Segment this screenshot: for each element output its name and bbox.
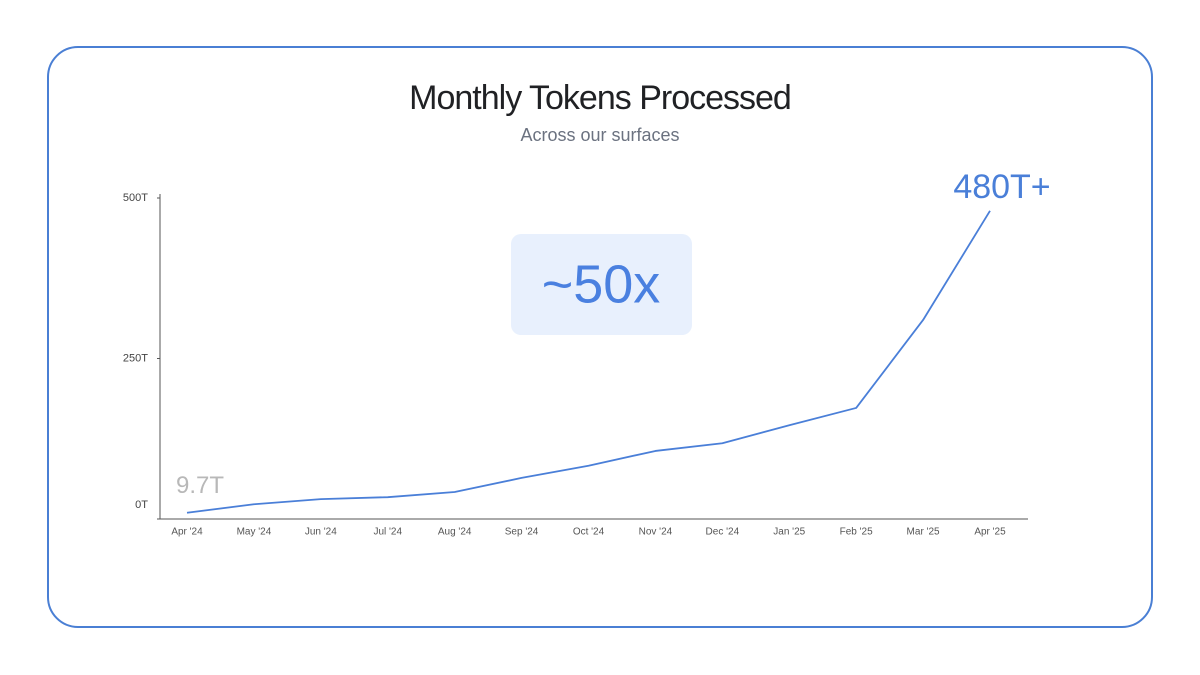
- annotation-box: [511, 234, 692, 335]
- value-label: 480T+: [953, 168, 1050, 206]
- y-tick-label: 500T: [123, 192, 148, 204]
- chart-title: Monthly Tokens Processed: [409, 79, 791, 117]
- x-tick-label: Apr '24: [171, 527, 203, 538]
- chart-subtitle: Across our surfaces: [520, 125, 679, 145]
- y-tick-label: 0T: [135, 499, 148, 511]
- x-tick-label: Mar '25: [907, 527, 940, 538]
- x-tick-label: Jul '24: [373, 527, 402, 538]
- x-tick-label: Aug '24: [438, 527, 472, 538]
- x-tick-label: Jan '25: [773, 527, 805, 538]
- x-tick-label: Apr '25: [974, 527, 1006, 538]
- value-label: 9.7T: [176, 472, 224, 499]
- annotation: ~50x: [542, 254, 661, 314]
- line-series: [186, 210, 991, 514]
- y-tick-label: 250T: [123, 352, 148, 364]
- x-tick-label: Sep '24: [505, 527, 539, 538]
- x-tick-label: Feb '25: [840, 527, 873, 538]
- x-tick-label: Nov '24: [639, 527, 673, 538]
- x-tick-label: May '24: [237, 527, 272, 538]
- x-tick-label: Dec '24: [706, 527, 740, 538]
- x-tick-label: Oct '24: [573, 527, 605, 538]
- x-tick-label: Jun '24: [305, 527, 337, 538]
